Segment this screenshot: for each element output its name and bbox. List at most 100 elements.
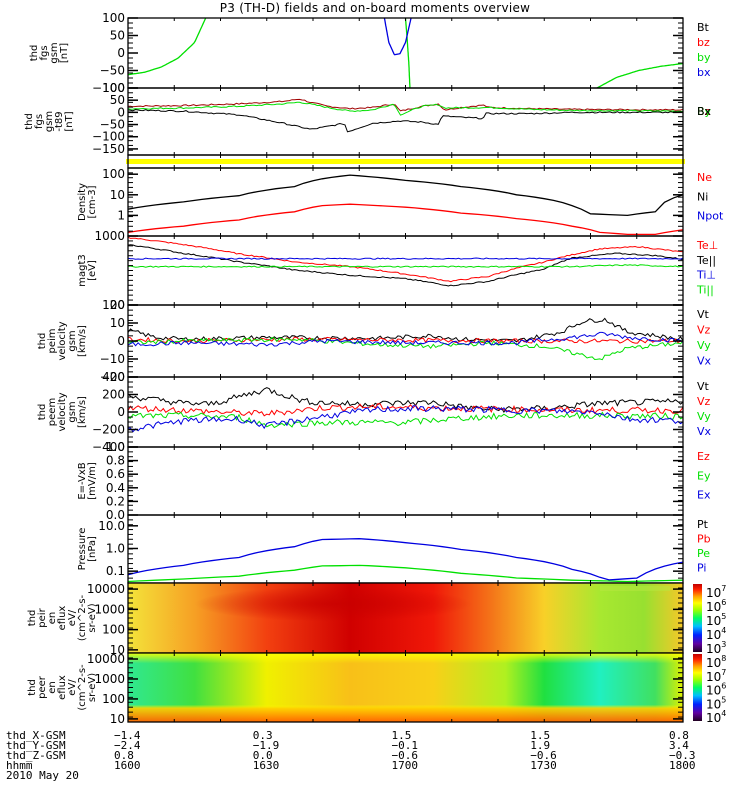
legend-label: Vz	[697, 395, 711, 408]
panel-frame	[127, 304, 684, 378]
colorbar-peir	[693, 584, 702, 652]
y-axis-label: Density	[77, 183, 88, 221]
y-axis-label: [nT]	[59, 43, 70, 63]
y-tick-label: 1000	[94, 672, 125, 686]
y-axis-label: thd	[27, 610, 38, 627]
xaxis-value: −0.6	[391, 749, 419, 762]
y-tick-label: 1.0	[106, 541, 125, 555]
y-axis-label: gsm	[67, 401, 78, 422]
panel-frame	[127, 235, 684, 306]
y-tick-label: 0	[117, 46, 125, 60]
y-axis-label: eflux	[57, 675, 68, 700]
y-axis-label: [nPa]	[87, 536, 98, 562]
series-magt3-Te_perp	[127, 236, 684, 283]
y-tick-label: 400	[102, 370, 125, 384]
legend-label: Bz	[697, 105, 711, 118]
series-fgs-bx	[383, 17, 412, 56]
y-tick-label: 0.8	[106, 454, 125, 468]
y-tick-label: 0.2	[106, 494, 125, 508]
y-axis-label: thd	[24, 113, 35, 130]
y-axis-label: sr-eV)	[87, 603, 98, 632]
y-tick-label: 10000	[87, 582, 125, 596]
legend-label: Ti⊥	[696, 269, 716, 282]
y-tick-label: 1.0	[106, 440, 125, 454]
y-tick-label: 100	[102, 692, 125, 706]
xaxis-value: 1630	[252, 759, 280, 772]
y-tick-label: −10	[100, 352, 125, 366]
y-axis-label: E=-VxB	[77, 462, 88, 499]
y-tick-label: 10	[110, 316, 125, 330]
series-peem-velocity-Vt	[127, 387, 684, 414]
y-tick-label: −50	[100, 64, 125, 78]
xaxis-row-label-y: thd_Y-GSM	[6, 739, 66, 752]
legend-label: Vt	[697, 380, 710, 393]
y-axis-label: en	[47, 681, 58, 694]
y-axis-label: eflux	[57, 606, 68, 631]
series-peim-velocity-Vy	[127, 337, 684, 361]
y-tick-label: 50	[110, 29, 125, 43]
legend-label: Pi	[697, 562, 706, 575]
y-tick-label: 0	[117, 105, 125, 119]
y-axis-label: peer	[37, 675, 48, 699]
series-peem-velocity-Vz	[127, 403, 684, 417]
legend-label: Vy	[697, 410, 711, 423]
panel-frame	[127, 87, 684, 156]
y-axis-label: Pressure	[77, 528, 88, 571]
y-axis-label: en	[47, 612, 58, 625]
xaxis-value: 1.9	[530, 739, 551, 752]
y-axis-label: (cm^2-s-	[77, 594, 88, 641]
y-tick-label: 50	[110, 93, 125, 107]
legend-label: Pb	[697, 533, 711, 546]
series-magt3-Te_par	[127, 244, 684, 287]
y-axis-label: sr-eV)	[87, 673, 98, 702]
panel-frame	[127, 167, 684, 237]
y-axis-label: velocity	[57, 392, 68, 431]
legend-label: Te⊥	[696, 239, 718, 252]
series-fgs-t89-By	[127, 101, 684, 116]
panel-e-vxb: 1.00.80.60.40.20.0 E=-VxB [mV/m] Ez Ey Ex	[77, 440, 711, 522]
panel-frame	[127, 446, 684, 516]
legend-label: Npot	[697, 210, 724, 223]
y-tick-label: 0.4	[106, 481, 125, 495]
xaxis-value: −2.4	[114, 739, 141, 752]
xaxis-row-label-z: thd_Z-GSM	[6, 749, 66, 762]
xaxis-value: −0.1	[391, 739, 419, 752]
legend-label: Pt	[697, 518, 709, 531]
xaxis-value: 1.5	[391, 729, 412, 742]
panel-frame	[127, 17, 684, 89]
legend-label: Vx	[697, 355, 712, 368]
panel-density: 100 10 1 Density [cm-3] Ne Ni Npot	[77, 167, 724, 237]
legend-label: bx	[697, 66, 711, 79]
legend-label: Te||	[696, 254, 716, 267]
legend-label: Ti||	[696, 283, 714, 296]
xaxis-value: 1800	[669, 759, 696, 772]
y-tick-label: −400	[92, 440, 125, 454]
xaxis-value: −0.6	[530, 749, 557, 762]
y-tick-label: −100	[92, 81, 125, 95]
y-axis-label: thd	[37, 404, 48, 421]
series-pressure-Pe	[127, 564, 684, 583]
y-tick-label: 100	[102, 298, 125, 312]
legend-label: Ni	[697, 190, 708, 203]
y-axis-label: [cm-3]	[87, 185, 98, 218]
heatmap-peir-peak	[128, 583, 683, 653]
chart-title: P3 (TH-D) fields and on-board moments ov…	[219, 1, 531, 15]
y-tick-label: 10	[110, 188, 125, 202]
yellow-status-bar	[126, 159, 685, 164]
legend-label: Ex	[697, 489, 711, 502]
y-axis-label: eV/	[67, 609, 78, 626]
y-tick-label: −150	[92, 142, 125, 156]
panel-magt3: 1000 100 magt3 [eV] Te⊥ Te|| Ti⊥Ti||	[77, 229, 718, 312]
xaxis-row-label-hhmm: hhmm	[6, 759, 33, 772]
legend-label: Ez	[697, 450, 710, 463]
series-peem-velocity-Vx	[128, 405, 684, 433]
xaxis-value: −0.3	[669, 749, 696, 762]
series-fgs-by	[127, 17, 207, 76]
series-fgs-t89-Bz	[127, 98, 684, 112]
panel-frame	[127, 514, 684, 584]
y-axis-label: peir	[37, 607, 48, 627]
